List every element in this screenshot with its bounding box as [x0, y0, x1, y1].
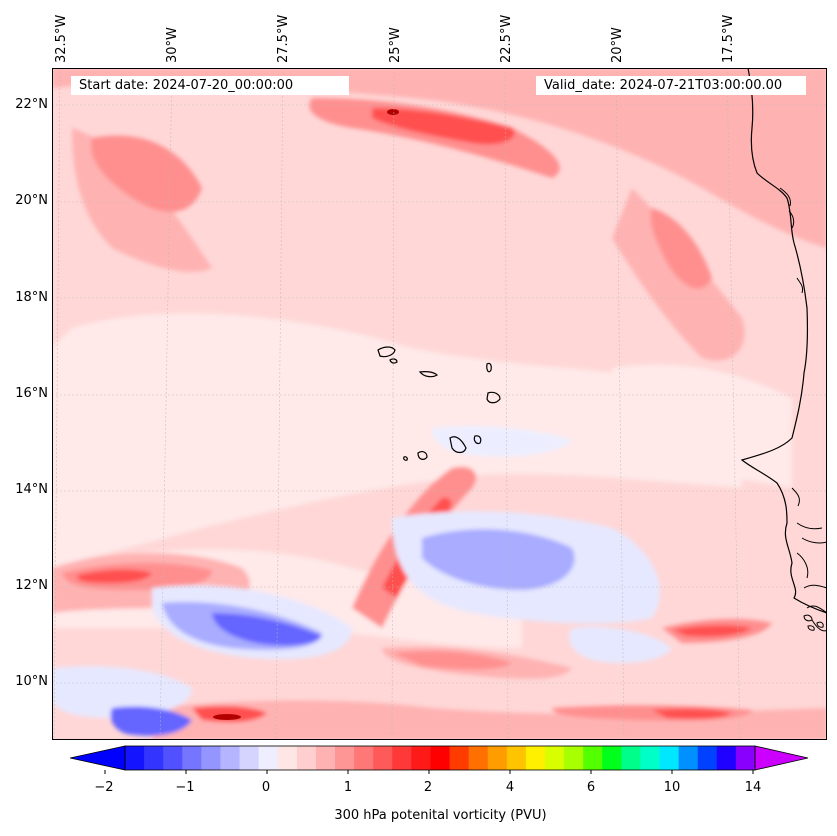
lon-label-30w: 30°W	[165, 27, 180, 63]
colorbar-cell	[125, 746, 145, 770]
africa-coast-detail	[779, 187, 827, 632]
lat-label-12n: 12°N	[15, 578, 48, 593]
lat-label-18n: 18°N	[15, 290, 48, 305]
colorbar-cell	[296, 746, 317, 770]
colorbar-cell	[354, 746, 374, 770]
colorbar-cell	[373, 746, 393, 770]
colorbar-cell	[449, 746, 470, 770]
field-blue-light-southwest	[52, 666, 192, 718]
field-blue-mid-southwest	[110, 706, 192, 736]
colorbar-cell	[487, 746, 508, 770]
colorbar-tick-14: 14	[744, 780, 762, 795]
colorbar-cell	[602, 746, 622, 770]
colorbar-cell	[315, 746, 336, 770]
island-sao-vicente	[389, 358, 398, 364]
colorbar-cell	[659, 746, 680, 770]
colorbar-cell	[621, 746, 642, 770]
colorbar-cell	[411, 746, 432, 770]
island-santo-antao	[377, 346, 396, 358]
field-blue-light-south	[568, 626, 672, 663]
start-date-box: Start date: 2024-07-20_00:00:00	[71, 76, 349, 95]
lat-label-22n: 22°N	[15, 97, 48, 112]
colorbar-cell	[506, 746, 527, 770]
colorbar-cell	[144, 746, 164, 770]
colorbar-cell	[277, 746, 298, 770]
colorbar-cell	[163, 746, 183, 770]
field-medium-north	[52, 68, 827, 248]
island-santiago	[449, 436, 467, 454]
island-sao-nicolau	[418, 371, 438, 378]
bijagos-islands	[803, 614, 824, 631]
lon-label-17.5w: 17.5°W	[721, 14, 736, 63]
colorbar-cell	[678, 746, 699, 770]
colorbar-tick-neg1: −1	[175, 780, 195, 795]
colorbar-cell	[335, 746, 355, 770]
island-fogo	[417, 451, 428, 460]
lon-label-32.5w: 32.5°W	[54, 14, 69, 63]
colorbar	[70, 745, 809, 774]
field-strong-southcentral	[392, 651, 512, 670]
island-boa-vista	[486, 391, 501, 404]
field-intense-south-east	[652, 708, 732, 720]
africa-coastline	[740, 68, 827, 614]
colorbar-tick-0: 0	[261, 780, 271, 795]
lon-label-20w: 20°W	[610, 27, 625, 63]
colorbar-tick-2: 2	[423, 780, 433, 795]
field-intense-southwest	[76, 569, 152, 584]
field-blue-mid-center	[422, 529, 575, 590]
colorbar-cell	[392, 746, 412, 770]
colorbar-cell	[239, 746, 260, 770]
field-peak-north	[387, 109, 399, 115]
colorbar-cell	[735, 746, 756, 770]
island-maio	[473, 435, 482, 445]
colorbar-under-triangle	[70, 745, 126, 771]
colorbar-cell	[564, 746, 584, 770]
lon-label-25w: 25°W	[388, 27, 403, 63]
lon-label-27.5w: 27.5°W	[276, 14, 291, 63]
colorbar-cell	[468, 746, 489, 770]
cape-verde-islands	[377, 346, 501, 461]
colorbar-cell	[545, 746, 565, 770]
lat-label-20n: 20°N	[15, 193, 48, 208]
colorbar-cell	[201, 746, 222, 770]
field-intense-southeast	[672, 625, 752, 637]
island-brava	[403, 456, 408, 461]
colorbar-ticks	[104, 770, 754, 774]
colorbar-frame	[124, 745, 756, 771]
lat-label-14n: 14°N	[15, 482, 48, 497]
colorbar-tick-10: 10	[663, 780, 681, 795]
field-intense-north	[372, 108, 515, 145]
map-frame	[52, 68, 827, 740]
colorbar-cell	[182, 746, 202, 770]
pv-map	[52, 68, 827, 740]
colorbar-cell	[220, 746, 241, 770]
field-medium-lowsouth	[152, 700, 827, 740]
colorbar-label: 300 hPa potenital vorticity (PVU)	[334, 808, 547, 823]
colorbar-cell	[640, 746, 661, 770]
colorbar-cell	[716, 746, 737, 770]
colorbar-over-triangle	[754, 745, 809, 771]
field-strong-northeast	[650, 208, 712, 289]
colorbar-cell	[583, 746, 603, 770]
colorbar-tick-neg2: −2	[94, 780, 114, 795]
field-strong-northwest	[91, 135, 202, 212]
lon-label-22.5w: 22.5°W	[499, 14, 514, 63]
colorbar-tick-1: 1	[343, 780, 353, 795]
field-blue-light-east	[432, 426, 572, 457]
lat-label-10n: 10°N	[15, 674, 48, 689]
colorbar-cell	[697, 746, 718, 770]
lat-label-16n: 16°N	[15, 386, 48, 401]
field-blue-strong-west	[212, 613, 322, 646]
colorbar-tick-4: 4	[505, 780, 515, 795]
field-light-central	[52, 313, 742, 568]
island-sal	[486, 362, 492, 373]
colorbar-cell	[258, 746, 279, 770]
gridlines	[52, 68, 827, 740]
colorbar-cell	[525, 746, 546, 770]
valid-date-box: Valid_date: 2024-07-21T03:00:00.00	[536, 76, 806, 95]
colorbar-tick-6: 6	[586, 780, 596, 795]
field-peak-south	[213, 714, 241, 720]
colorbar-cell	[430, 746, 451, 770]
